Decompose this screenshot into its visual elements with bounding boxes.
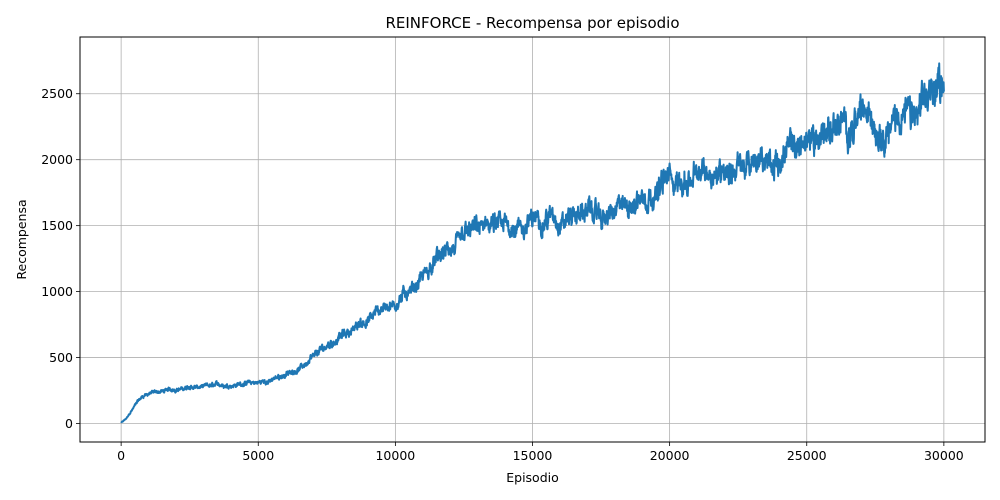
series-line — [120, 62, 945, 424]
y-axis: 0 500 1000 1500 2000 2500 — [41, 86, 80, 431]
x-axis-label: Episodio — [506, 470, 559, 485]
y-tick-label: 1500 — [41, 218, 73, 233]
x-tick-label: 20000 — [650, 448, 690, 463]
y-axis-label: Recompensa — [14, 199, 29, 279]
series-layer — [120, 62, 945, 424]
y-tick-label: 0 — [65, 416, 73, 431]
x-tick-label: 25000 — [787, 448, 827, 463]
chart-title: REINFORCE - Recompensa por episodio — [385, 14, 679, 32]
x-tick-label: 10000 — [375, 448, 415, 463]
y-tick-label: 2000 — [41, 152, 73, 167]
x-axis: 0 5000 10000 15000 20000 25000 30000 — [117, 442, 964, 463]
y-tick-label: 500 — [49, 350, 73, 365]
y-tick-label: 1000 — [41, 284, 73, 299]
x-tick-label: 30000 — [924, 448, 964, 463]
x-tick-label: 15000 — [513, 448, 553, 463]
y-tick-label: 2500 — [41, 86, 73, 101]
x-tick-label: 0 — [117, 448, 125, 463]
x-tick-label: 5000 — [242, 448, 274, 463]
